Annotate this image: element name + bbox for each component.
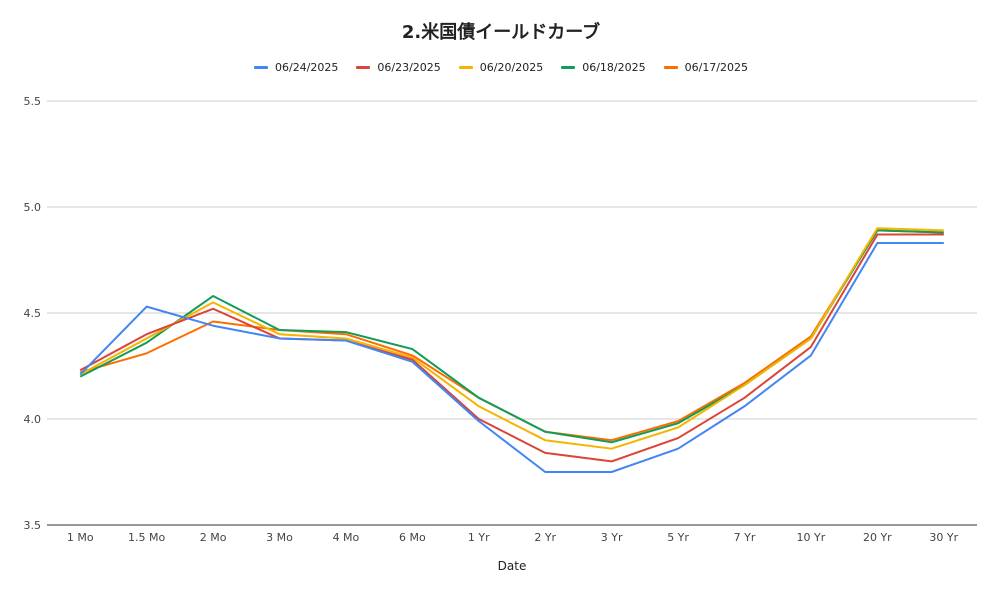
x-tick-label: 1 Yr <box>468 531 490 544</box>
legend-swatch <box>356 66 371 69</box>
legend-swatch <box>561 66 576 69</box>
series-line[interactable] <box>79 229 944 442</box>
legend-item[interactable]: 06/23/2025 <box>356 61 441 74</box>
legend-item[interactable]: 06/17/2025 <box>663 61 749 74</box>
x-tick-label: 7 Yr <box>734 531 756 544</box>
y-tick-label: 4.0 <box>24 413 42 426</box>
x-tick-label: 20 Yr <box>863 531 892 544</box>
legend-label: 06/24/2025 <box>274 61 339 74</box>
series-line[interactable] <box>79 227 944 450</box>
x-tick-label: 3 Mo <box>266 531 293 544</box>
x-tick-label: 4 Mo <box>333 531 360 544</box>
chart-legend: 06/24/2025 06/23/2025 06/20/2025 06/18/2… <box>0 61 1002 74</box>
x-tick-label: 2 Yr <box>534 531 556 544</box>
legend-swatch <box>458 66 473 69</box>
x-tick-label: 3 Yr <box>601 531 623 544</box>
chart-title: 2.米国債イールドカーブ <box>401 22 601 43</box>
legend-label: 06/20/2025 <box>479 61 544 74</box>
x-tick-label: 1 Mo <box>67 531 94 544</box>
series-line[interactable] <box>79 242 944 473</box>
x-tick-label: 6 Mo <box>399 531 426 544</box>
y-tick-label: 5.0 <box>24 201 42 214</box>
y-tick-label: 5.5 <box>24 95 42 108</box>
legend-item[interactable]: 06/18/2025 <box>561 61 646 74</box>
x-axis-title: Date <box>497 559 527 573</box>
legend-label: 06/17/2025 <box>684 61 749 74</box>
x-tick-label: 5 Yr <box>667 531 689 544</box>
legend-item[interactable]: 06/20/2025 <box>458 61 544 74</box>
legend-swatch <box>663 66 678 69</box>
legend-swatch <box>253 66 268 69</box>
legend-label: 06/23/2025 <box>377 61 441 74</box>
x-tick-label: 1.5 Mo <box>128 531 165 544</box>
x-tick-label: 10 Yr <box>797 531 826 544</box>
y-tick-label: 3.5 <box>24 519 42 532</box>
legend-item[interactable]: 06/24/2025 <box>253 61 339 74</box>
x-tick-label: 2 Mo <box>200 531 227 544</box>
series-line[interactable] <box>79 229 944 444</box>
x-tick-label: 30 Yr <box>929 531 958 544</box>
series-line[interactable] <box>79 233 944 463</box>
y-tick-label: 4.5 <box>24 307 42 320</box>
legend-label: 06/18/2025 <box>582 61 646 74</box>
